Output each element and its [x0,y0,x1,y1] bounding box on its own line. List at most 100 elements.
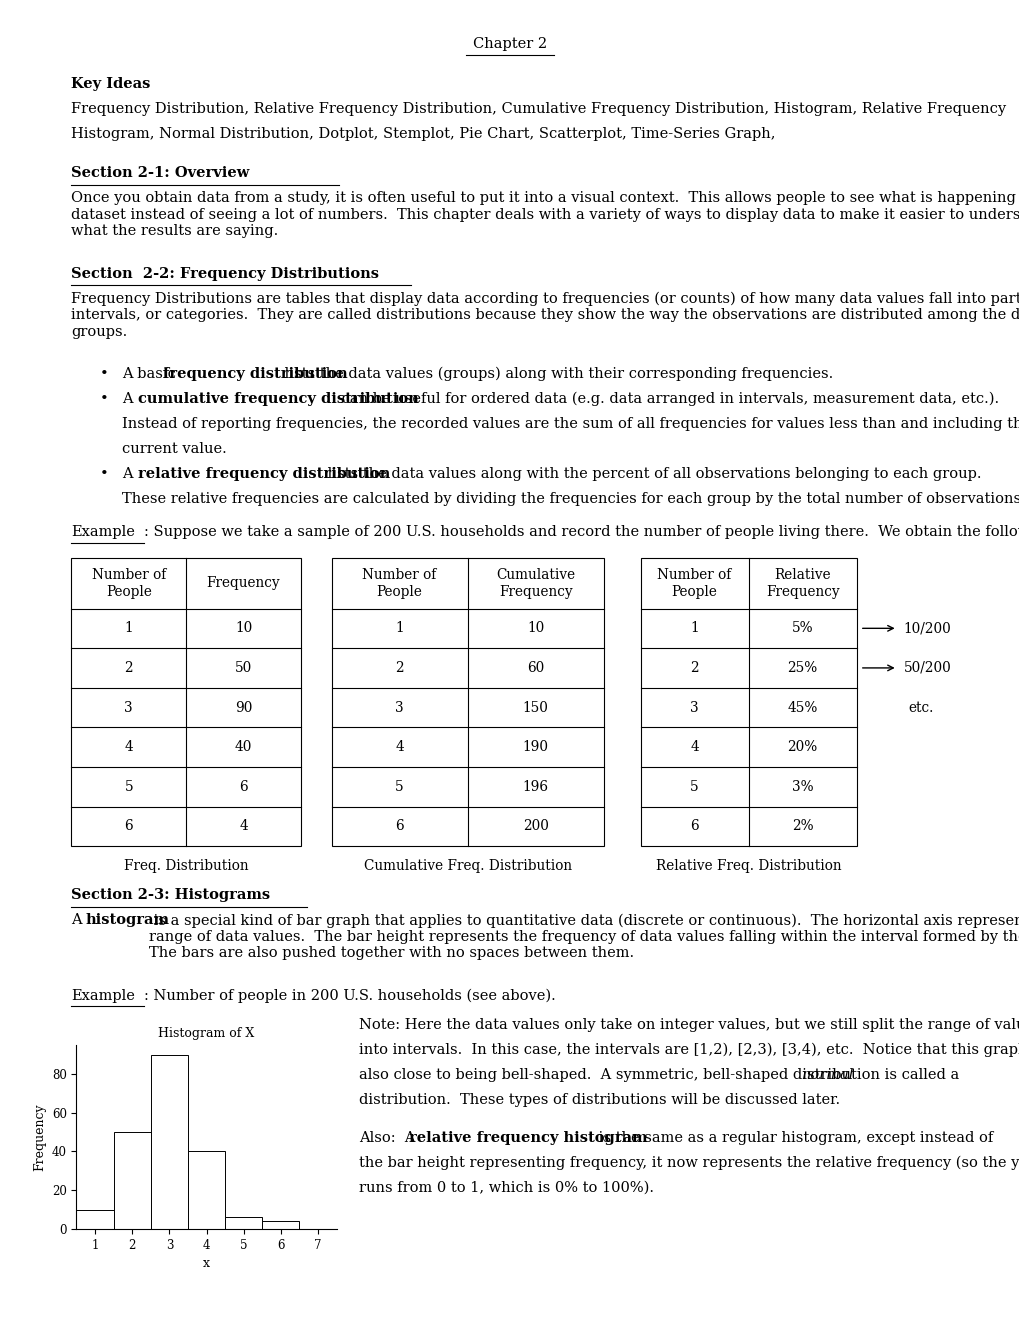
Text: Cumulative Freq. Distribution: Cumulative Freq. Distribution [363,859,572,874]
Text: A: A [122,467,138,482]
Text: 4: 4 [394,741,404,754]
Text: runs from 0 to 1, which is 0% to 100%).: runs from 0 to 1, which is 0% to 100%). [359,1181,653,1195]
Text: can be useful for ordered data (e.g. data arranged in intervals, measurement dat: can be useful for ordered data (e.g. dat… [336,392,998,407]
Text: •: • [100,392,109,407]
Text: Frequency: Frequency [207,577,280,590]
Text: 25%: 25% [787,661,817,675]
Text: 5%: 5% [791,622,813,635]
Text: Section  2-2: Frequency Distributions: Section 2-2: Frequency Distributions [71,267,379,281]
Text: 5: 5 [395,780,404,793]
Text: Number of
People: Number of People [657,569,731,598]
Text: Frequency Distribution, Relative Frequency Distribution, Cumulative Frequency Di: Frequency Distribution, Relative Frequen… [71,102,1006,116]
Text: Freq. Distribution: Freq. Distribution [123,859,249,874]
Text: relative frequency distribution: relative frequency distribution [138,467,389,482]
Text: 6: 6 [690,820,698,833]
Text: relative frequency histogram: relative frequency histogram [409,1131,647,1144]
Text: 6: 6 [395,820,404,833]
Text: 10: 10 [527,622,544,635]
Text: A basic: A basic [122,367,180,381]
Text: 1: 1 [395,622,404,635]
Bar [640,558,856,846]
Text: 3: 3 [690,701,698,714]
Text: is a special kind of bar graph that applies to quantitative data (discrete or co: is a special kind of bar graph that appl… [149,913,1019,960]
Text: 190: 190 [523,741,548,754]
Text: 40: 40 [234,741,252,754]
Text: lists the data values (groups) along with their corresponding frequencies.: lists the data values (groups) along wit… [280,367,833,381]
Bar [262,1221,300,1229]
Text: Key Ideas: Key Ideas [71,77,151,91]
Bar [76,1209,113,1229]
Text: A: A [122,392,138,407]
Text: 1: 1 [690,622,698,635]
Text: 150: 150 [523,701,548,714]
Bar [151,1055,187,1229]
Bar [225,1217,262,1229]
Text: is the same as a regular histogram, except instead of: is the same as a regular histogram, exce… [593,1131,991,1144]
Text: Section 2-3: Histograms: Section 2-3: Histograms [71,888,270,903]
Text: frequency distribution: frequency distribution [163,367,347,381]
Text: Section 2-1: Overview: Section 2-1: Overview [71,166,250,181]
Text: Cumulative
Frequency: Cumulative Frequency [495,569,575,598]
Text: Frequency Distributions are tables that display data according to frequencies (o: Frequency Distributions are tables that … [71,292,1019,338]
Text: cumulative frequency distribution: cumulative frequency distribution [138,392,418,407]
Text: 50: 50 [234,661,252,675]
Text: Relative
Frequency: Relative Frequency [765,569,839,598]
Text: 3%: 3% [791,780,813,793]
Text: lists the data values along with the percent of all observations belonging to ea: lists the data values along with the per… [323,467,981,482]
Text: histogram: histogram [86,913,169,928]
X-axis label: x: x [203,1257,210,1270]
Text: etc.: etc. [908,701,933,714]
Text: •: • [100,467,109,482]
Bar [71,558,301,846]
Text: 196: 196 [523,780,548,793]
Text: 60: 60 [527,661,544,675]
Text: 2: 2 [124,661,132,675]
Text: 6: 6 [239,780,248,793]
Text: 2: 2 [690,661,698,675]
Text: 4: 4 [124,741,133,754]
Text: 1: 1 [124,622,132,635]
Text: Note: Here the data values only take on integer values, but we still split the r: Note: Here the data values only take on … [359,1018,1019,1032]
Text: 45%: 45% [787,701,817,714]
Text: 3: 3 [395,701,404,714]
Text: 10/200: 10/200 [903,622,951,635]
Text: These relative frequencies are calculated by dividing the frequencies for each g: These relative frequencies are calculate… [122,492,1019,507]
Y-axis label: Frequency: Frequency [34,1104,46,1171]
Text: 2: 2 [395,661,404,675]
Text: 4: 4 [238,820,248,833]
Text: Once you obtain data from a study, it is often useful to put it into a visual co: Once you obtain data from a study, it is… [71,191,1019,238]
Text: •: • [100,367,109,381]
Text: Example: Example [71,989,136,1003]
Text: also close to being bell-shaped.  A symmetric, bell-shaped distribution is calle: also close to being bell-shaped. A symme… [359,1068,963,1082]
Text: Chapter 2: Chapter 2 [473,37,546,51]
Text: 5: 5 [690,780,698,793]
Text: 200: 200 [523,820,548,833]
Text: : Suppose we take a sample of 200 U.S. households and record the number of peopl: : Suppose we take a sample of 200 U.S. h… [144,525,1019,540]
Text: 5: 5 [124,780,132,793]
Text: 6: 6 [124,820,132,833]
Text: 90: 90 [234,701,252,714]
Text: A: A [71,913,87,928]
Text: into intervals.  In this case, the intervals are [1,2), [2,3), [3,4), etc.  Noti: into intervals. In this case, the interv… [359,1043,1019,1057]
Text: the bar height representing frequency, it now represents the relative frequency : the bar height representing frequency, i… [359,1156,1019,1170]
Text: 50/200: 50/200 [903,661,951,675]
Text: current value.: current value. [122,442,227,457]
Text: 3: 3 [124,701,132,714]
Text: Number of
People: Number of People [92,569,166,598]
Text: Number of
People: Number of People [362,569,436,598]
Text: 10: 10 [234,622,252,635]
Title: Histogram of X: Histogram of X [158,1027,255,1040]
Text: normal: normal [801,1068,853,1082]
Text: Histogram, Normal Distribution, Dotplot, Stemplot, Pie Chart, Scatterplot, Time-: Histogram, Normal Distribution, Dotplot,… [71,127,775,141]
Bar [331,558,603,846]
Bar [187,1151,225,1229]
Text: 20%: 20% [787,741,817,754]
Text: 4: 4 [690,741,698,754]
Text: Instead of reporting frequencies, the recorded values are the sum of all frequen: Instead of reporting frequencies, the re… [122,417,1019,432]
Text: Relative Freq. Distribution: Relative Freq. Distribution [655,859,841,874]
Text: Example: Example [71,525,136,540]
Text: : Number of people in 200 U.S. households (see above).: : Number of people in 200 U.S. household… [144,989,555,1003]
Text: Also:  A: Also: A [359,1131,420,1144]
Text: 2%: 2% [791,820,813,833]
Text: distribution.  These types of distributions will be discussed later.: distribution. These types of distributio… [359,1093,840,1107]
